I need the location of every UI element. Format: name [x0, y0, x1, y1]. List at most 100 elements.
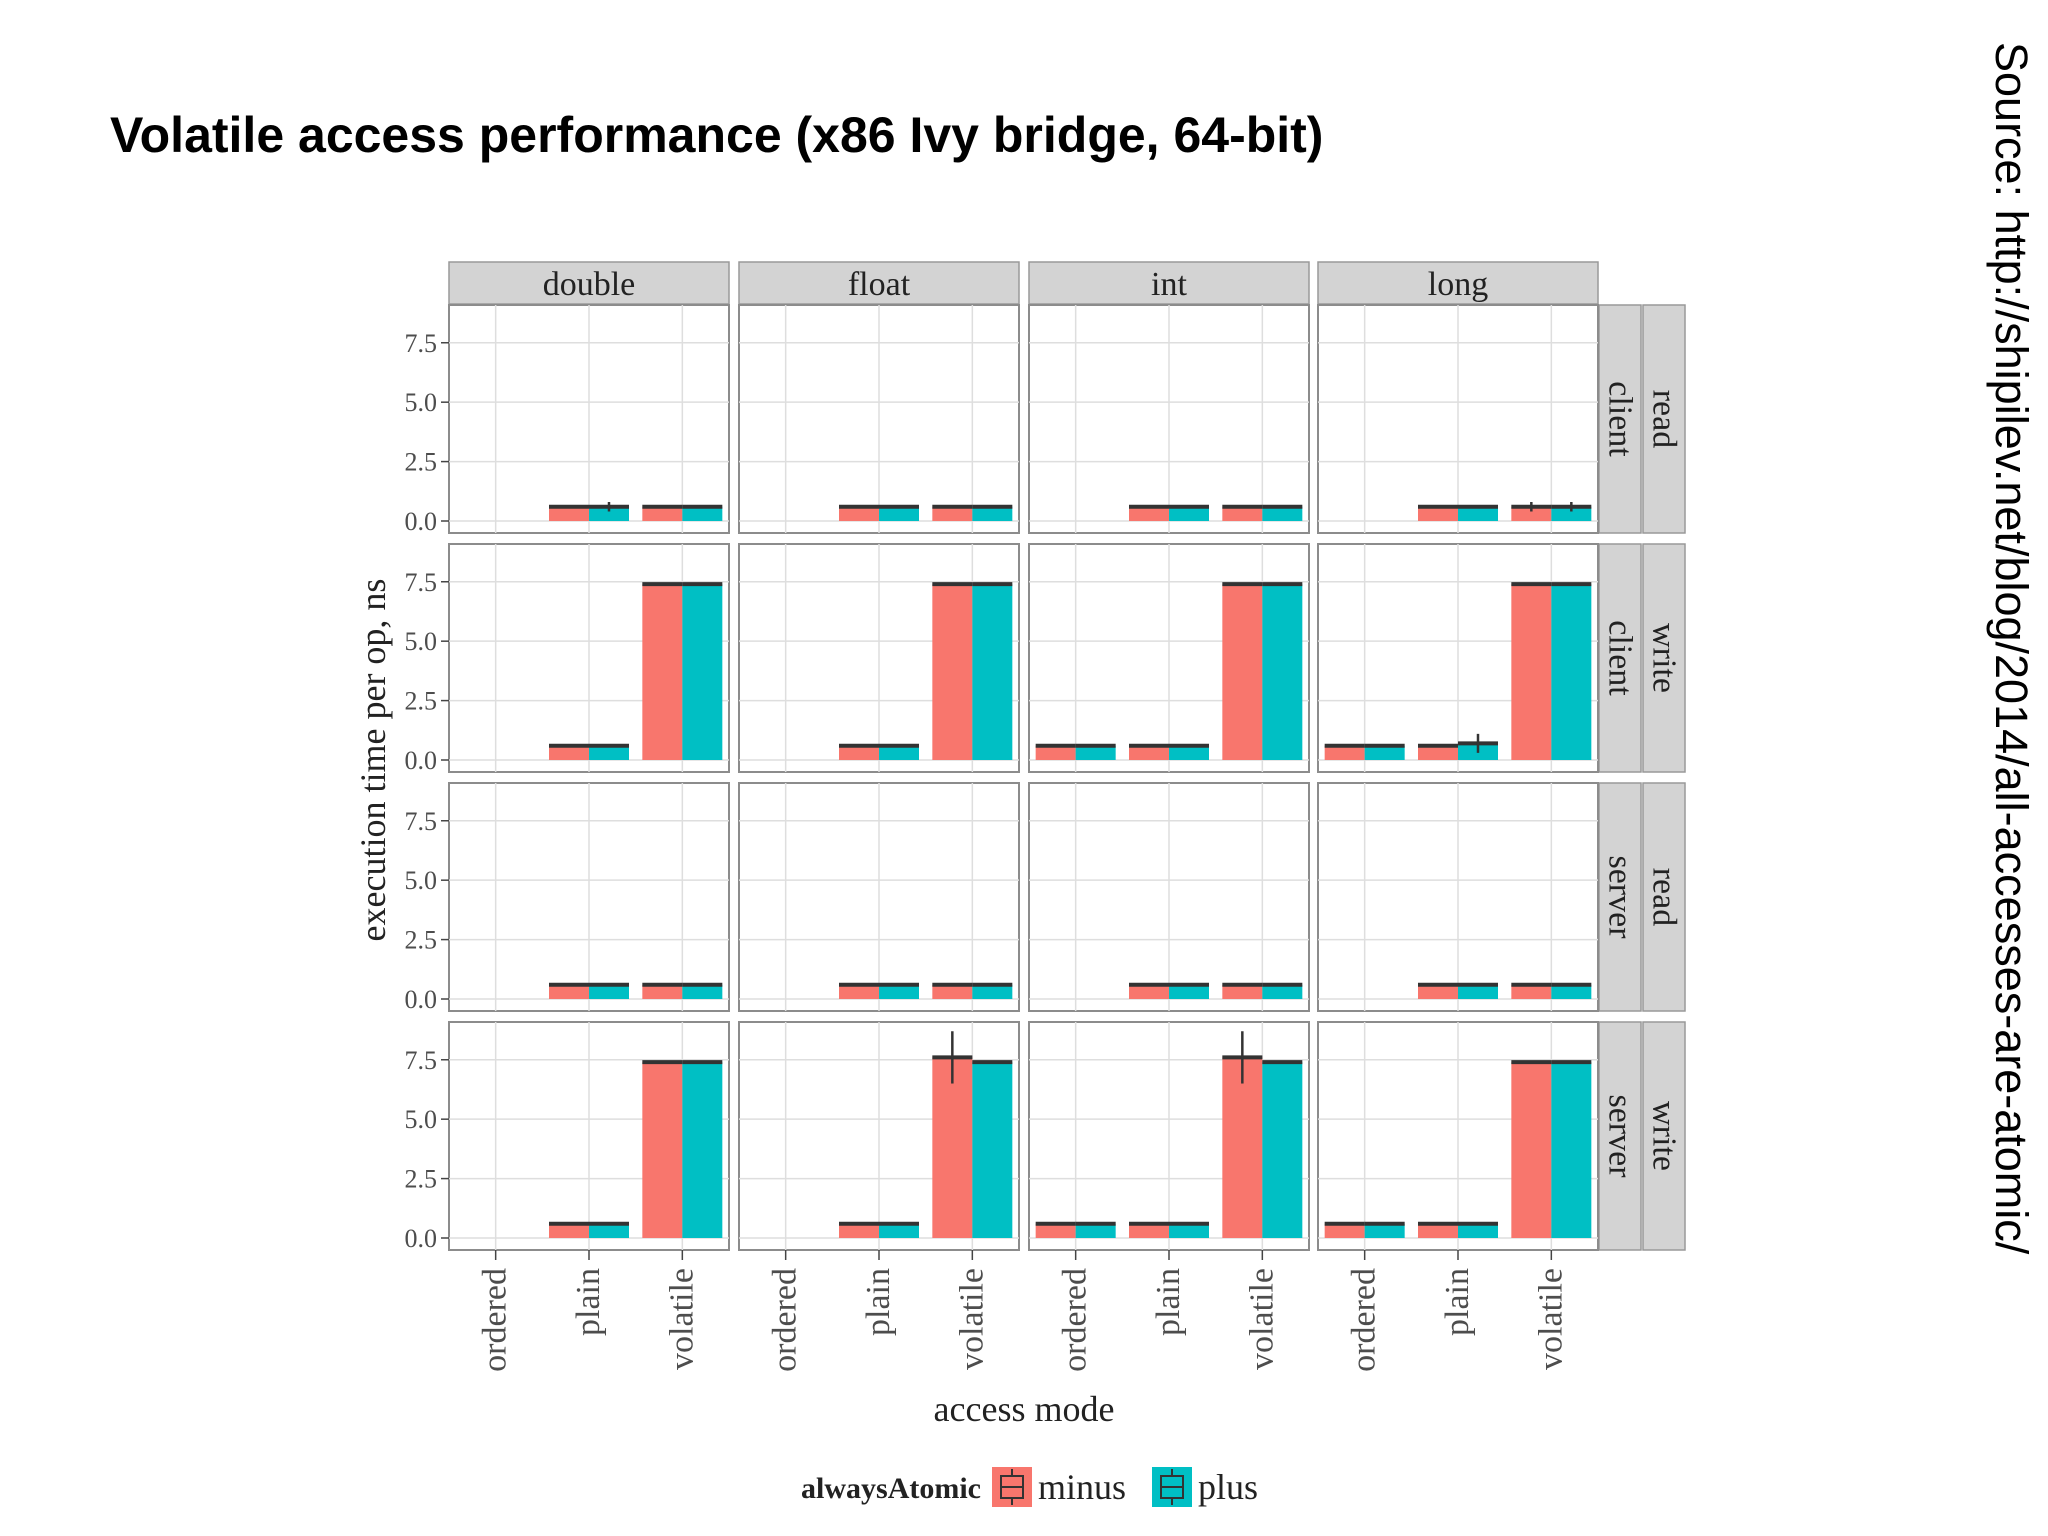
bar-plus-plain — [589, 1223, 629, 1238]
x-tick-label-ordered: ordered — [1057, 1268, 1094, 1372]
bar-plus-ordered — [1364, 745, 1405, 760]
bar-plus-volatile — [682, 506, 723, 521]
bar-plus-volatile — [972, 506, 1013, 521]
y-axis-title: execution time per op, ns — [353, 579, 393, 942]
bar-plus-plain — [1458, 506, 1498, 521]
bar-plus-volatile — [1551, 984, 1592, 999]
y-tick-label: 0.0 — [405, 985, 438, 1014]
y-tick-label: 2.5 — [405, 1165, 438, 1194]
bar-plus-plain — [1169, 1223, 1209, 1238]
bar-minus-volatile — [932, 1057, 973, 1238]
facet-strip — [1598, 1021, 1642, 1251]
bar-minus-plain — [1418, 745, 1458, 760]
facet-label-int: int — [1151, 266, 1187, 303]
y-tick-label: 2.5 — [405, 926, 438, 955]
facet-strip — [1598, 782, 1642, 1012]
legend-label-plus: plus — [1198, 1467, 1258, 1507]
bar-plus-volatile — [1262, 506, 1303, 521]
x-tick-label-plain: plain — [860, 1268, 897, 1336]
facet-label-float: float — [848, 266, 911, 303]
y-tick-label: 7.5 — [405, 1046, 438, 1075]
bar-minus-plain — [549, 1223, 589, 1238]
y-tick-label: 5.0 — [405, 627, 438, 656]
bar-minus-plain — [1418, 984, 1458, 999]
bar-plus-volatile — [1262, 984, 1303, 999]
y-tick-label: 5.0 — [405, 388, 438, 417]
x-tick-label-plain: plain — [1439, 1268, 1476, 1336]
x-tick-label-volatile: volatile — [1532, 1268, 1569, 1370]
legend-title: alwaysAtomic — [801, 1472, 981, 1505]
bar-plus-plain — [879, 745, 919, 760]
facet-label-read: read — [1646, 868, 1683, 927]
x-tick-label-ordered: ordered — [477, 1268, 514, 1372]
bar-plus-plain — [879, 984, 919, 999]
bar-minus-ordered — [1035, 745, 1076, 760]
bar-minus-volatile — [1222, 1057, 1263, 1238]
bar-minus-volatile — [932, 584, 973, 760]
bar-plus-plain — [589, 984, 629, 999]
bar-minus-plain — [1418, 506, 1458, 521]
bar-plus-plain — [589, 506, 629, 521]
bar-minus-volatile — [1222, 984, 1263, 999]
facet-strip — [738, 261, 1020, 305]
bar-plus-volatile — [972, 1062, 1013, 1238]
bar-plus-volatile — [1551, 584, 1592, 760]
bar-minus-plain — [549, 506, 589, 521]
slide-title: Volatile access performance (x86 Ivy bri… — [110, 107, 1324, 163]
bar-plus-volatile — [972, 584, 1013, 760]
bar-plus-ordered — [1364, 1223, 1405, 1238]
x-tick-label-ordered: ordered — [1346, 1268, 1383, 1372]
y-tick-label: 7.5 — [405, 807, 438, 836]
bar-plus-plain — [589, 745, 629, 760]
x-tick-label-ordered: ordered — [767, 1268, 804, 1372]
y-tick-label: 5.0 — [405, 1105, 438, 1134]
bar-minus-volatile — [1222, 506, 1263, 521]
facet-label-write: write — [1646, 623, 1683, 693]
y-tick-label: 0.0 — [405, 1224, 438, 1253]
facet-label-server: server — [1602, 1094, 1639, 1178]
facet-strip — [1642, 304, 1686, 534]
bar-plus-volatile — [682, 984, 723, 999]
bar-plus-plain — [879, 506, 919, 521]
bar-minus-volatile — [932, 984, 973, 999]
bar-minus-plain — [549, 745, 589, 760]
bar-minus-plain — [839, 506, 879, 521]
facet-label-client: client — [1602, 620, 1639, 696]
facet-label-long: long — [1428, 266, 1488, 303]
bar-plus-ordered — [1075, 1223, 1116, 1238]
y-tick-label: 0.0 — [405, 507, 438, 536]
bar-minus-volatile — [642, 584, 683, 760]
bar-plus-plain — [1458, 1223, 1498, 1238]
bar-minus-plain — [839, 1223, 879, 1238]
bar-plus-volatile — [1551, 506, 1592, 521]
source-note: Source: http://shipilev.net/blog/2014/al… — [1986, 42, 2037, 1255]
y-tick-label: 5.0 — [405, 866, 438, 895]
x-tick-label-plain: plain — [570, 1268, 607, 1336]
facet-strip — [1642, 543, 1686, 773]
facet-strip — [1642, 782, 1686, 1012]
x-tick-label-volatile: volatile — [1243, 1268, 1280, 1370]
bar-plus-volatile — [1551, 1062, 1592, 1238]
bar-minus-volatile — [1511, 584, 1552, 760]
facet-strip — [1317, 261, 1599, 305]
facet-strip — [1598, 304, 1642, 534]
bar-minus-plain — [1418, 1223, 1458, 1238]
bar-minus-volatile — [642, 1062, 683, 1238]
bar-minus-volatile — [642, 984, 683, 999]
y-tick-label: 7.5 — [405, 329, 438, 358]
bar-plus-plain — [879, 1223, 919, 1238]
bar-plus-plain — [1169, 984, 1209, 999]
bar-plus-volatile — [682, 584, 723, 760]
bar-plus-ordered — [1075, 745, 1116, 760]
x-tick-label-plain: plain — [1150, 1268, 1187, 1336]
bar-plus-plain — [1169, 745, 1209, 760]
y-tick-label: 2.5 — [405, 687, 438, 716]
x-axis-title: access mode — [934, 1389, 1115, 1429]
bar-plus-volatile — [972, 984, 1013, 999]
y-tick-label: 7.5 — [405, 568, 438, 597]
bar-minus-volatile — [1511, 506, 1552, 521]
bar-minus-plain — [1129, 1223, 1169, 1238]
legend-label-minus: minus — [1038, 1467, 1126, 1507]
bar-minus-ordered — [1324, 1223, 1365, 1238]
facet-label-write: write — [1646, 1101, 1683, 1171]
